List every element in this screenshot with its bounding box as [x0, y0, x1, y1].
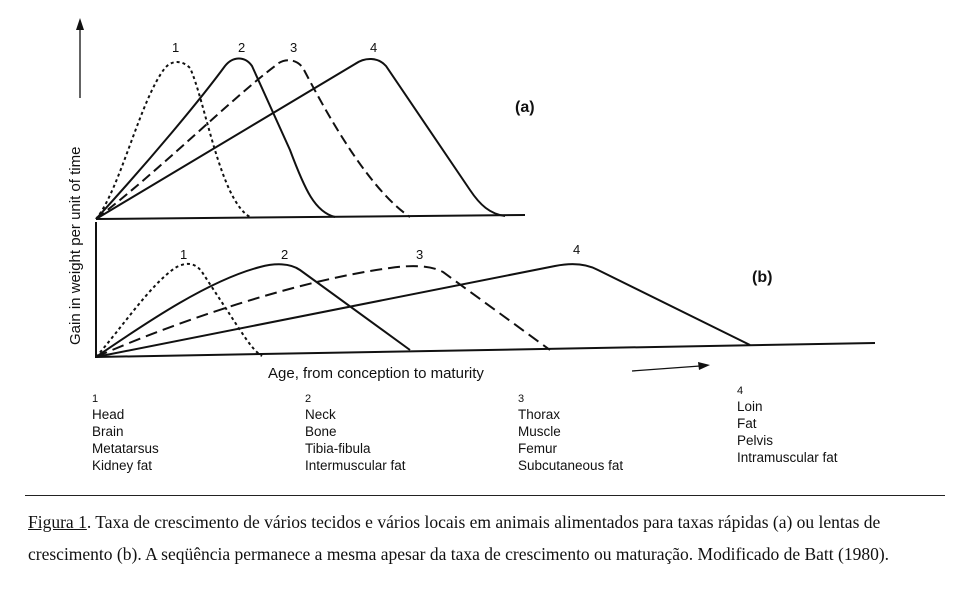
- panel-a-label: (a): [515, 99, 535, 116]
- legend-item: Brain: [92, 424, 124, 439]
- curve-b-label-3: 3: [416, 247, 423, 262]
- curve-a-4: [95, 58, 506, 220]
- curve-b-1: [95, 262, 263, 358]
- figure-caption: Figura 1. Taxa de crescimento de vários …: [28, 506, 948, 570]
- curve-a-label-4: 4: [370, 40, 377, 55]
- legend-item: Intermuscular fat: [305, 458, 406, 473]
- legend-item: Tibia-fibula: [305, 441, 371, 456]
- y-axis-arrow: [76, 18, 84, 98]
- legend-item: Muscle: [518, 424, 561, 439]
- legend-item: Thorax: [518, 407, 561, 422]
- legend-group-2: 2 Neck Bone Tibia-fibula Intermuscular f…: [305, 392, 406, 474]
- legend-item: Metatarsus: [92, 441, 159, 456]
- legend-item: Head: [92, 407, 125, 422]
- caption-divider: [25, 495, 945, 496]
- x-axis-arrow: [631, 362, 710, 372]
- growth-curves-figure: Gain in weight per unit of time 1 2 3 4 …: [67, 18, 876, 382]
- legend-item: Intramuscular fat: [737, 450, 838, 465]
- legend-item: Fat: [737, 416, 757, 431]
- curve-a-1: [95, 61, 251, 220]
- curve-a-2: [95, 57, 336, 220]
- curve-a-label-1: 1: [172, 40, 179, 55]
- legend-group-3: 3 Thorax Muscle Femur Subcutaneous fat: [518, 392, 623, 474]
- x-axis-label: Age, from conception to maturity: [268, 365, 484, 382]
- curve-b-4: [95, 263, 751, 358]
- legend-item: Kidney fat: [92, 458, 153, 473]
- legend-group-1: 1 Head Brain Metatarsus Kidney fat: [92, 392, 159, 474]
- baseline-a: [95, 214, 526, 220]
- legend-item: Loin: [737, 399, 763, 414]
- curve-b-label-1: 1: [180, 247, 187, 262]
- baseline-b: [95, 342, 876, 358]
- legend-number-2: 2: [305, 393, 312, 405]
- legend-item: Subcutaneous fat: [518, 458, 624, 473]
- y-axis-label: Gain in weight per unit of time: [67, 147, 84, 345]
- curve-b-label-4: 4: [573, 242, 580, 257]
- caption-label: Figura 1: [28, 512, 87, 532]
- panel-b-label: (b): [752, 269, 772, 286]
- curve-b-3: [95, 265, 551, 358]
- legend-item: Pelvis: [737, 433, 774, 448]
- legend-item: Bone: [305, 424, 337, 439]
- legend-number-3: 3: [518, 393, 525, 405]
- legend-item: Neck: [305, 407, 336, 422]
- legend-item: Femur: [518, 441, 558, 456]
- curve-b-label-2: 2: [281, 247, 288, 262]
- curve-a-label-3: 3: [290, 40, 297, 55]
- legend-number-4: 4: [737, 385, 744, 397]
- curve-b-2: [95, 263, 411, 358]
- legend-group-4: 4 Loin Fat Pelvis Intramuscular fat: [737, 384, 838, 466]
- curve-a-label-2: 2: [238, 40, 245, 55]
- caption-text: . Taxa de crescimento de vários tecidos …: [28, 512, 890, 564]
- curve-a-3: [95, 59, 411, 220]
- legend-number-1: 1: [92, 393, 99, 405]
